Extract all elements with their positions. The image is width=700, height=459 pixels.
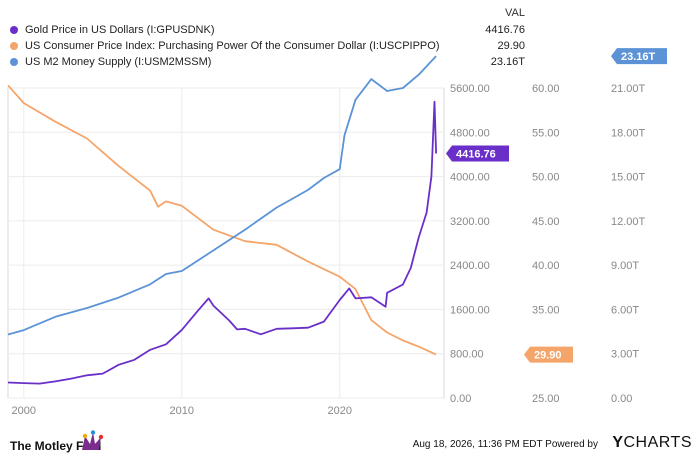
cpi-axis-tick-label: 40.00 xyxy=(532,260,560,272)
cpi-axis-tick-label: 50.00 xyxy=(532,172,560,184)
ycharts-logo-text: CHARTS xyxy=(623,434,692,451)
cpi-axis-tick-label: 35.00 xyxy=(532,304,560,316)
gold-series-dot-icon xyxy=(10,26,18,34)
m2-value-badge-text: 23.16T xyxy=(621,51,656,63)
legend-label: Gold Price in US Dollars (I:GPUSDNK) xyxy=(25,24,215,36)
m2-axis-tick-label: 15.00T xyxy=(611,172,646,184)
legend-value: 29.90 xyxy=(497,40,525,52)
cpi-axis-tick-label: 25.00 xyxy=(532,393,560,405)
cpi-series-line xyxy=(7,84,437,356)
brand-name: The Motley Fool xyxy=(10,439,102,453)
ycharts-logo[interactable]: YCHARTS xyxy=(612,434,692,452)
timestamp-credit: Aug 18, 2026, 11:36 PM EDT Powered by xyxy=(412,439,598,450)
m2-axis-tick-label: 21.00T xyxy=(611,83,646,95)
cpi-axis-tick-label: 60.00 xyxy=(532,83,560,95)
gold-axis-tick-label: 0.00 xyxy=(450,393,471,405)
m2-axis-tick-label: 0.00 xyxy=(611,393,632,405)
chart-legend: VAL Gold Price in US Dollars (I:GPUSDNK)… xyxy=(10,7,525,70)
gold-value-badge-shape xyxy=(446,145,509,162)
legend-value: 23.16T xyxy=(490,56,525,68)
legend-item-m2[interactable]: US M2 Money Supply (I:USM2MSSM) 23.16T xyxy=(10,54,525,70)
m2-value-badge-shape xyxy=(611,48,667,65)
gold-value-badge-text: 4416.76 xyxy=(456,149,496,161)
m2-axis-tick-label: 6.00T xyxy=(611,304,639,316)
gold-axis-tick-label: 5600.00 xyxy=(450,83,490,95)
gold-axis-tick-label: 4000.00 xyxy=(450,172,490,184)
ycharts-logo-y: Y xyxy=(612,434,624,451)
cpi-value-badge-text: 29.90 xyxy=(534,350,562,362)
cpi-value-badge-shape xyxy=(524,346,573,363)
chart-footer: The Motley Fool Aug 18, 2026, 11:36 PM E… xyxy=(0,430,700,459)
cpi-axis-tick-label: 45.00 xyxy=(532,216,560,228)
gold-axis-tick-label: 1600.00 xyxy=(450,304,490,316)
gold-axis-tick-label: 4800.00 xyxy=(450,127,490,139)
gold-axis-tick-label: 3200.00 xyxy=(450,216,490,228)
legend-value: 4416.76 xyxy=(485,24,525,36)
x-axis-tick-label: 2010 xyxy=(170,405,194,417)
m2-axis-tick-label: 9.00T xyxy=(611,260,639,272)
m2-axis-tick-label: 12.00T xyxy=(611,216,646,228)
gold-axis-tick-label: 800.00 xyxy=(450,349,484,361)
m2-series-dot-icon xyxy=(10,58,18,66)
legend-label: US M2 Money Supply (I:USM2MSSM) xyxy=(25,56,212,68)
cpi-series-dot-icon xyxy=(10,42,18,50)
x-axis-tick-label: 2020 xyxy=(327,405,351,417)
legend-item-cpi[interactable]: US Consumer Price Index: Purchasing Powe… xyxy=(10,38,525,54)
x-axis-tick-label: 2000 xyxy=(12,405,36,417)
legend-item-gold[interactable]: Gold Price in US Dollars (I:GPUSDNK) 441… xyxy=(10,22,525,38)
chart-canvas: 0.00 800.00 1600.00 2400.00 3200.00 4000.00 48… xyxy=(7,48,667,417)
gold-series-line xyxy=(7,100,437,385)
m2-axis-tick-label: 18.00T xyxy=(611,127,646,139)
m2-series-line xyxy=(7,55,437,336)
cpi-axis-tick-label: 55.00 xyxy=(532,127,560,139)
legend-header: VAL xyxy=(505,7,525,19)
gold-axis-tick-label: 2400.00 xyxy=(450,260,490,272)
m2-axis-tick-label: 3.00T xyxy=(611,349,639,361)
legend-label: US Consumer Price Index: Purchasing Powe… xyxy=(25,40,440,52)
jester-hat-icon xyxy=(82,430,104,450)
